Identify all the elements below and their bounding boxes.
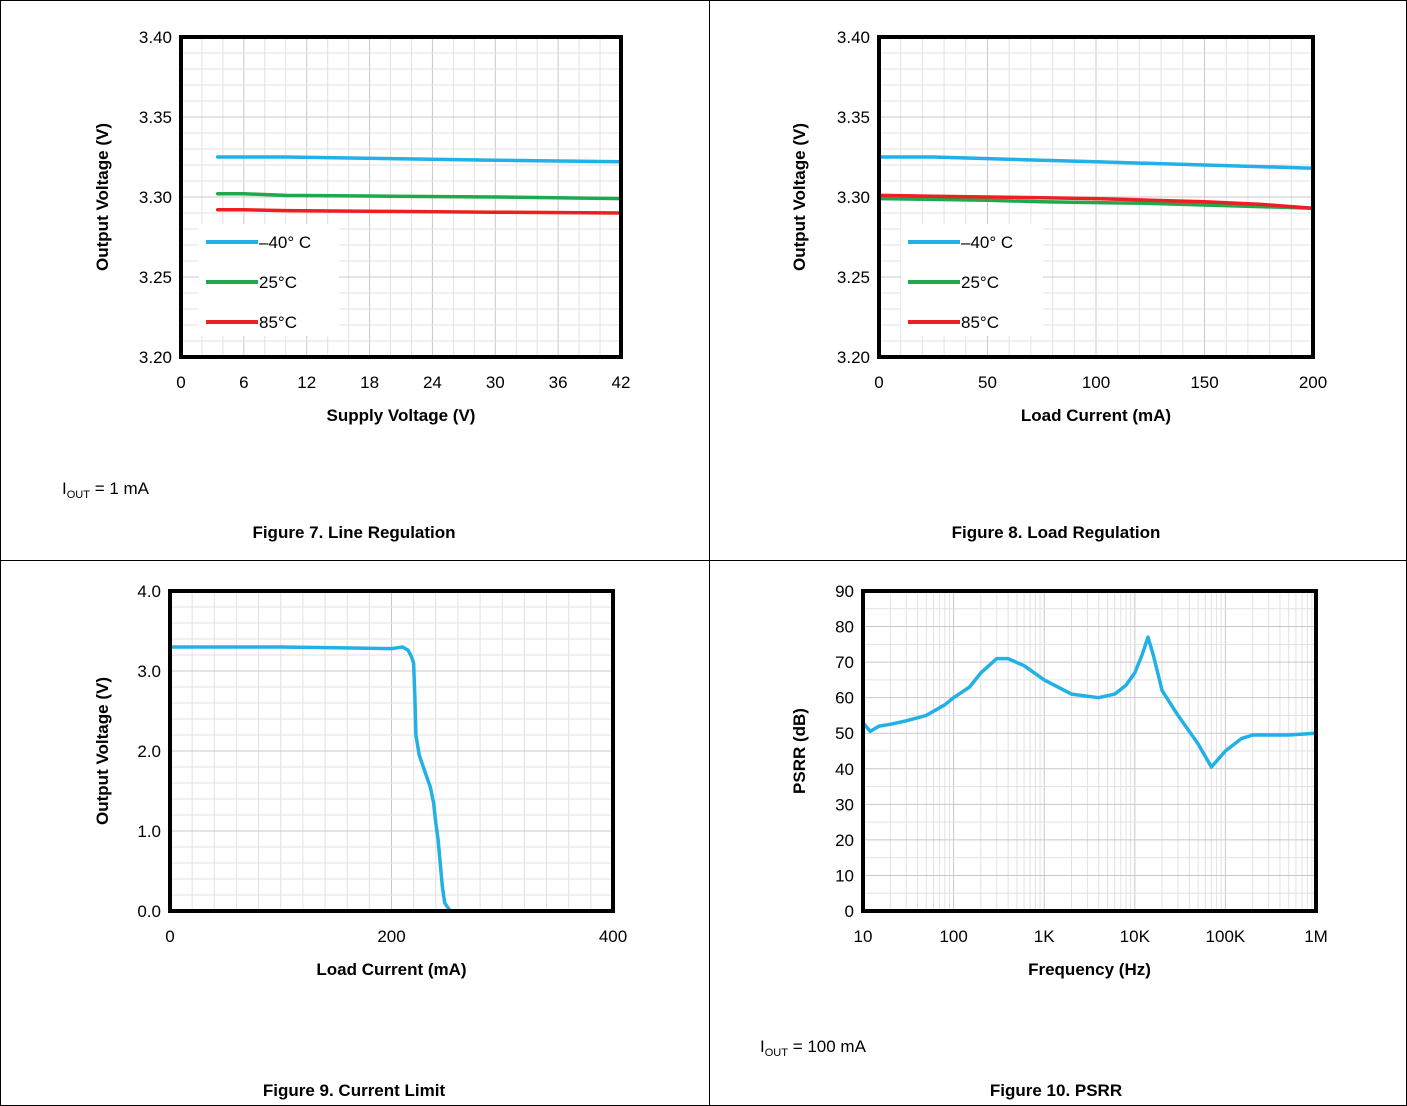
plot-frame <box>861 589 1318 913</box>
charts-layer: 0 6 12 18 24 30 36 42 3.20 3.25 3.30 3.35 3.40 Supply… <box>62 28 1328 1100</box>
figure-caption: Figure 9. Current Limit <box>263 1081 446 1100</box>
x-axis-title: Load Current (mA) <box>1021 406 1171 425</box>
chart-3: 0 200 400 0.0 1.0 2.0 3.0 4.0 Load Current (mA) O… <box>93 582 627 1100</box>
plot-frame <box>179 35 623 359</box>
legend: –40° C 25°C 85°C <box>199 224 339 336</box>
y-tick-label: 3.40 <box>139 28 172 47</box>
x-tick-label: 1K <box>1034 927 1055 946</box>
y-tick-label: 3.25 <box>139 268 172 287</box>
y-tick-label: 80 <box>835 618 854 637</box>
y-tick-label: 0.0 <box>137 902 161 921</box>
x-tick-label: 50 <box>978 373 997 392</box>
y-tick-label: 0 <box>845 902 854 921</box>
x-tick-label: 0 <box>176 373 185 392</box>
series-line-0 <box>215 155 623 164</box>
x-tick-label: 400 <box>599 927 627 946</box>
x-tick-label: 200 <box>1299 373 1327 392</box>
x-tick-label: 150 <box>1190 373 1218 392</box>
y-tick-label: 3.25 <box>837 268 870 287</box>
y-axis-title: Output Voltage (V) <box>790 123 809 271</box>
y-tick-label: 3.0 <box>137 662 161 681</box>
x-axis-title: Supply Voltage (V) <box>327 406 476 425</box>
y-tick-label: 70 <box>835 653 854 672</box>
x-tick-label: 200 <box>377 927 405 946</box>
y-axis-title: Output Voltage (V) <box>93 677 112 825</box>
x-tick-label: 6 <box>239 373 248 392</box>
legend-label: 85°C <box>259 313 297 332</box>
series-line-2 <box>215 208 623 215</box>
series-line <box>861 635 1318 769</box>
legend: –40° C 25°C 85°C <box>901 224 1043 336</box>
figure-caption: Figure 10. PSRR <box>990 1081 1122 1100</box>
chart-1: 0 6 12 18 24 30 36 42 3.20 3.25 3.30 3.35 3.40 Supply… <box>62 28 630 542</box>
x-tick-label: 1M <box>1304 927 1328 946</box>
x-tick-label: 100 <box>1082 373 1110 392</box>
y-tick-label: 50 <box>835 724 854 743</box>
x-tick-label: 0 <box>165 927 174 946</box>
series-line-1 <box>877 196 1315 210</box>
series-line-0 <box>877 155 1315 170</box>
legend-label: –40° C <box>259 233 311 252</box>
series-line-1 <box>215 192 623 201</box>
plot-frame <box>168 589 615 913</box>
y-tick-label: 10 <box>835 866 854 885</box>
x-tick-label: 42 <box>612 373 631 392</box>
y-tick-label: 30 <box>835 795 854 814</box>
y-tick-label: 3.35 <box>139 108 172 127</box>
x-tick-label: 24 <box>423 373 442 392</box>
y-tick-label: 20 <box>835 831 854 850</box>
x-tick-label: 100 <box>939 927 967 946</box>
x-tick-label: 30 <box>486 373 505 392</box>
condition-note: IOUT = 1 mA <box>62 479 150 501</box>
x-tick-label: 10 <box>854 927 873 946</box>
y-tick-label: 1.0 <box>137 822 161 841</box>
series-line-2 <box>877 193 1315 210</box>
y-tick-label: 90 <box>835 582 854 601</box>
y-tick-label: 60 <box>835 689 854 708</box>
x-tick-label: 18 <box>360 373 379 392</box>
x-tick-label: 0 <box>874 373 883 392</box>
y-tick-label: 3.40 <box>837 28 870 47</box>
figure-caption: Figure 8. Load Regulation <box>952 523 1161 542</box>
legend-label: 25°C <box>259 273 297 292</box>
y-tick-label: 3.20 <box>139 348 172 367</box>
figure-caption: Figure 7. Line Regulation <box>252 523 455 542</box>
chart-2: 0 50 100 150 200 3.20 3.25 3.30 3.35 3.40 Load Cur… <box>790 28 1327 542</box>
y-axis-title: Output Voltage (V) <box>93 123 112 271</box>
legend-label: –40° C <box>961 233 1013 252</box>
y-tick-label: 2.0 <box>137 742 161 761</box>
y-tick-label: 3.30 <box>139 188 172 207</box>
x-tick-label: 36 <box>549 373 568 392</box>
x-tick-label: 12 <box>297 373 316 392</box>
legend-label: 25°C <box>961 273 999 292</box>
x-axis-title: Load Current (mA) <box>316 960 466 979</box>
y-axis-title: PSRR (dB) <box>790 708 809 794</box>
legend-label: 85°C <box>961 313 999 332</box>
x-tick-label: 10K <box>1120 927 1151 946</box>
gridlines <box>862 590 1316 912</box>
chart-4: 10 100 1K 10K 100K 1M0102030405060708090Frequ… <box>760 582 1328 1100</box>
series-line <box>168 645 451 912</box>
plot-frame <box>877 35 1315 359</box>
y-tick-label: 3.35 <box>837 108 870 127</box>
x-axis-title: Frequency (Hz) <box>1028 960 1151 979</box>
condition-note: IOUT = 100 mA <box>760 1037 867 1059</box>
y-tick-label: 3.20 <box>837 348 870 367</box>
x-tick-label: 100K <box>1206 927 1246 946</box>
y-tick-label: 40 <box>835 760 854 779</box>
y-tick-label: 3.30 <box>837 188 870 207</box>
gridlines <box>169 590 614 912</box>
y-tick-label: 4.0 <box>137 582 161 601</box>
